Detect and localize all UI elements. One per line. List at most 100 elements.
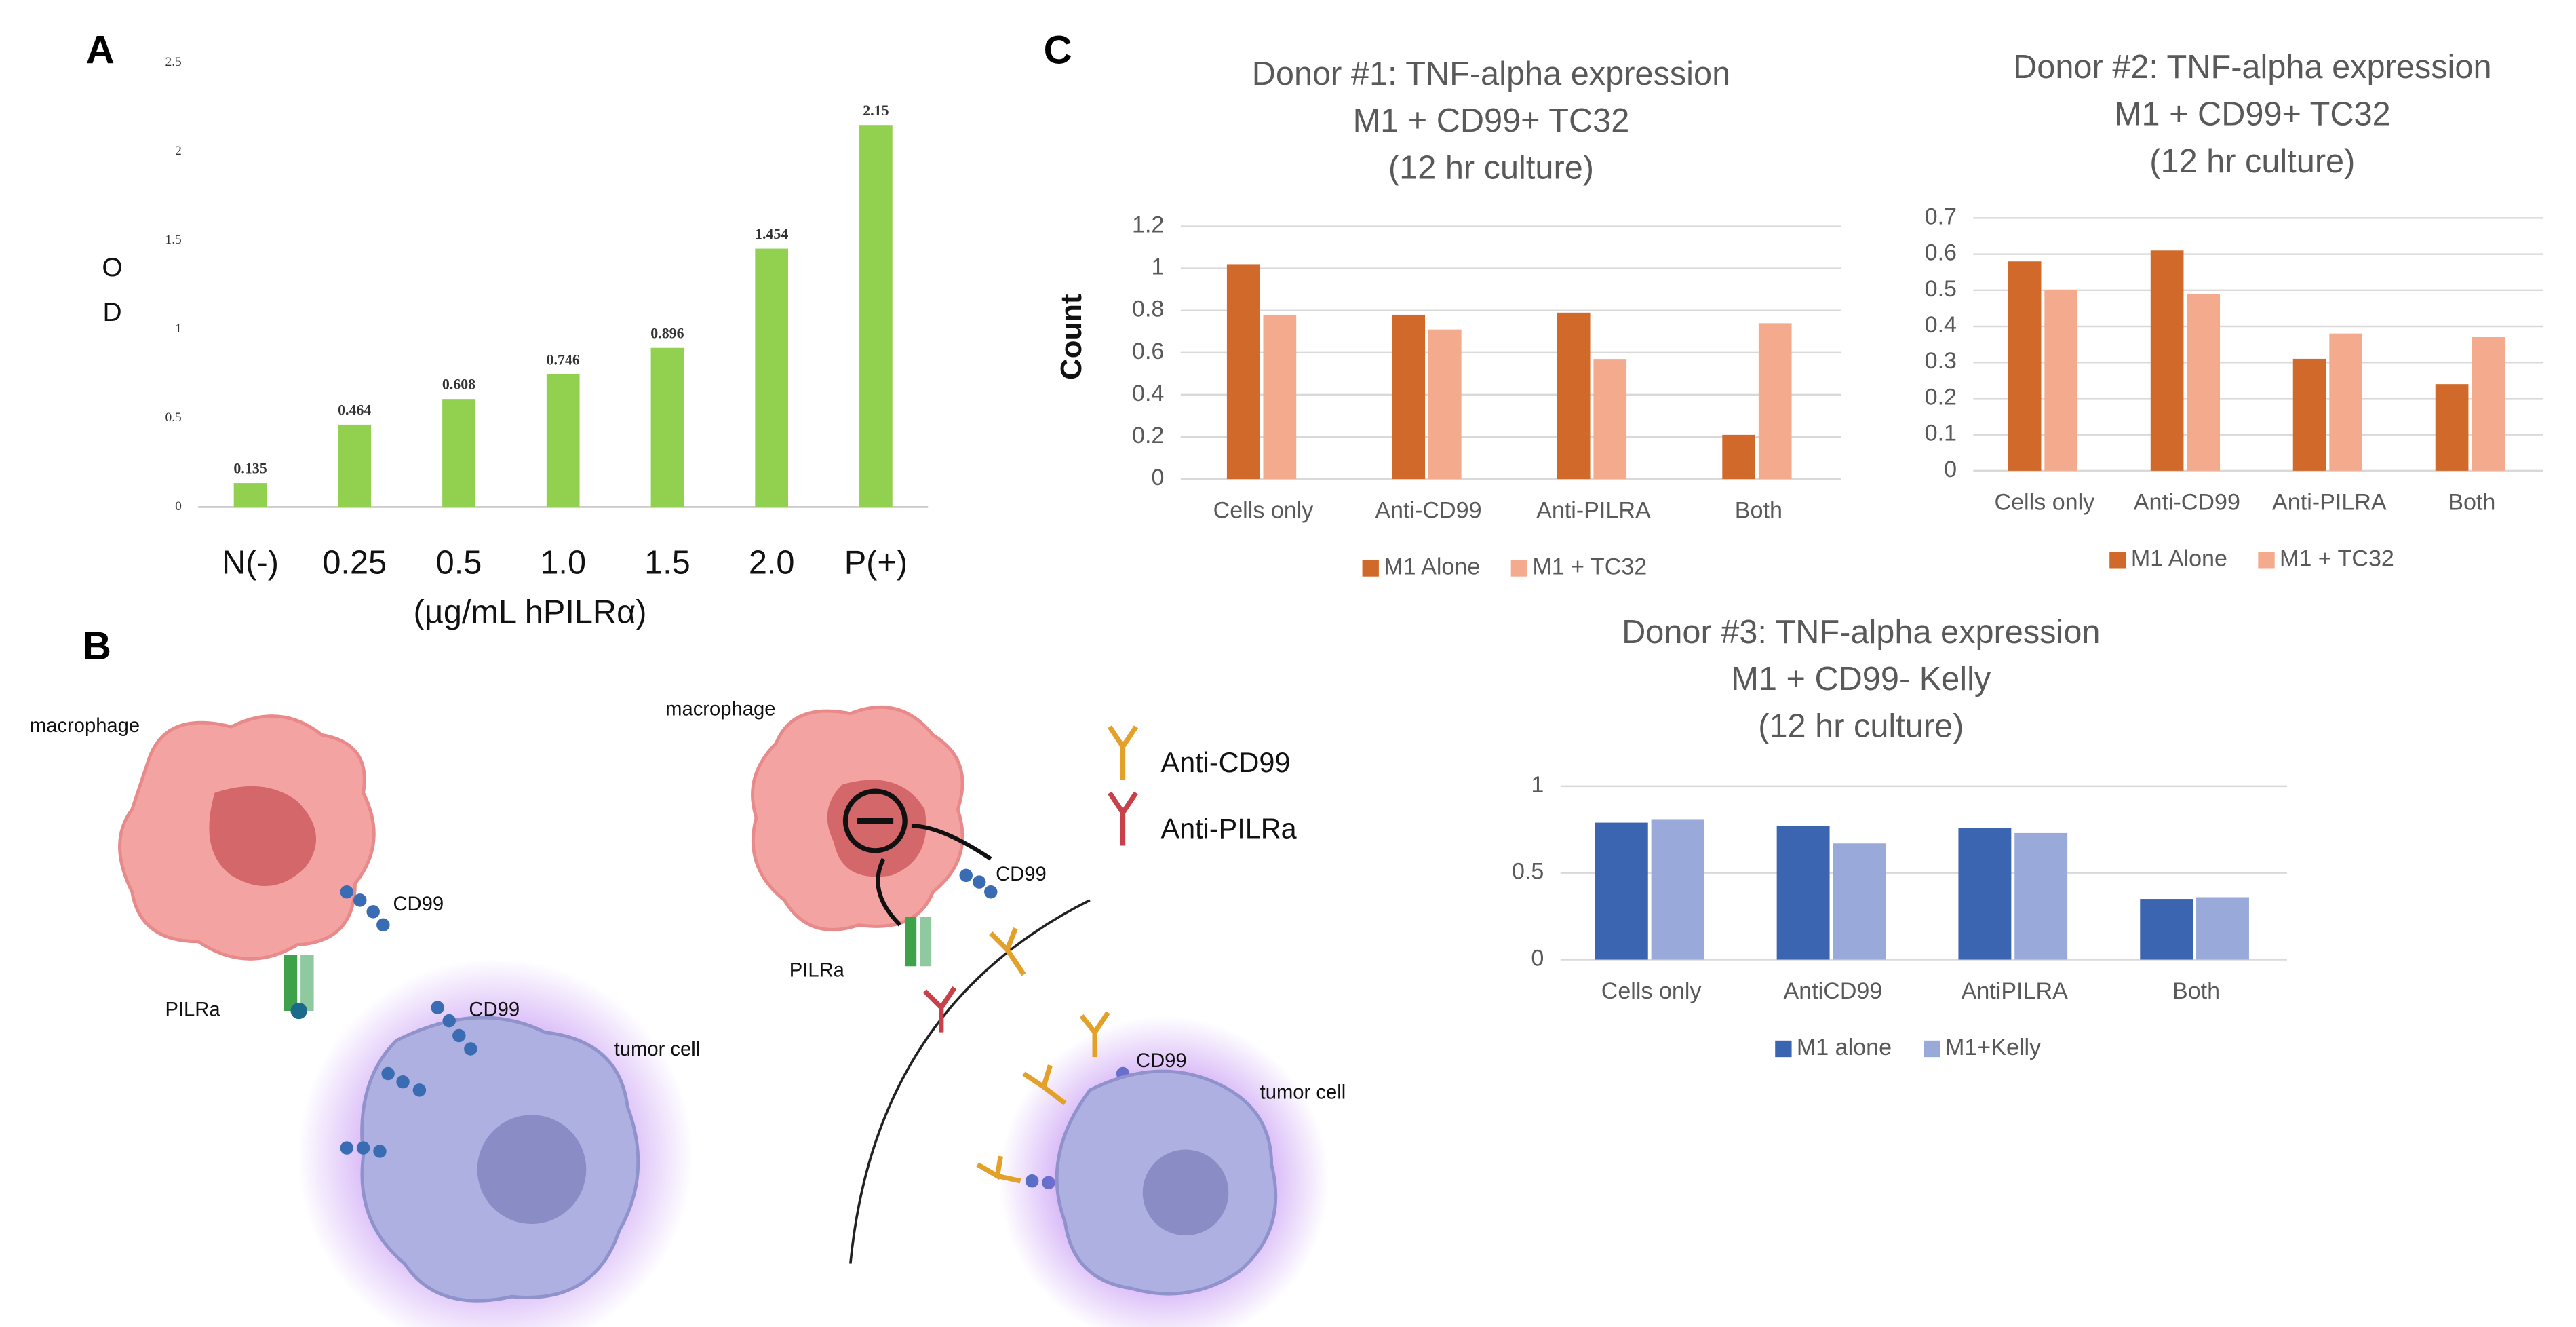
- diagram-label: CD99: [393, 893, 444, 915]
- bar: [1595, 822, 1648, 960]
- y-tick-label: 0.4: [1925, 312, 1957, 338]
- data-label: 0.608: [442, 376, 475, 393]
- x-tick-label: AntiCD99: [1783, 978, 1882, 1004]
- panel-label: A: [86, 28, 115, 72]
- diagram-label: macrophage: [665, 699, 775, 720]
- bar: [859, 125, 893, 507]
- data-label: 0.746: [547, 351, 580, 368]
- inhibition-symbol: [842, 788, 908, 853]
- chart-title: (12 hr culture): [1388, 150, 1594, 187]
- receptor: [284, 955, 298, 1011]
- diagram: macrophage CD99 PILRa CD99 tumor cell ma…: [30, 699, 1346, 1327]
- legend-label: M1 + TC32: [1532, 554, 1647, 580]
- legend-label: M1 + TC32: [2280, 545, 2394, 571]
- bar: [1593, 359, 1627, 480]
- x-tick-label: 1.0: [540, 545, 586, 581]
- diagram-label: tumor cell: [1260, 1081, 1346, 1103]
- y-tick-label: 0: [1531, 946, 1544, 972]
- bar: [1263, 314, 1297, 480]
- bar: [1833, 843, 1886, 960]
- bar: [2435, 384, 2469, 471]
- bar: [1722, 434, 1755, 480]
- y-tick-label: 2.5: [165, 55, 181, 69]
- x-tick-label: Cells only: [1601, 978, 1702, 1004]
- diagram-label: CD99: [996, 864, 1047, 885]
- y-tick-label: 0.4: [1132, 381, 1164, 406]
- data-label: 0.135: [233, 460, 267, 477]
- y-axis-label: Count: [1055, 294, 1088, 380]
- bar: [2472, 336, 2505, 471]
- x-axis-label: (µg/mL hPILRα): [414, 594, 647, 631]
- legend-swatch: [2258, 552, 2275, 569]
- divider-curve: [849, 899, 1091, 1264]
- bar: [2140, 899, 2193, 960]
- diagram-label: macrophage: [30, 715, 140, 737]
- y-tick-label: 1: [1531, 772, 1544, 798]
- bar: [1758, 323, 1792, 480]
- bar: [650, 347, 684, 507]
- panel-label: C: [1044, 28, 1072, 72]
- bar: [1651, 819, 1704, 960]
- x-tick-label: 0.5: [436, 545, 482, 581]
- signal-arrow: [876, 824, 992, 927]
- bar: [2008, 261, 2042, 471]
- data-label: 0.464: [338, 401, 371, 418]
- nucleus: [209, 786, 317, 887]
- receptor: [300, 955, 314, 1011]
- antibody-legend: Anti-CD99: [1161, 747, 1291, 778]
- bar: [1226, 264, 1260, 480]
- nucleus: [1142, 1149, 1229, 1236]
- bar: [546, 374, 580, 507]
- antibody: [922, 725, 1139, 1184]
- diagram-label: CD99: [1136, 1050, 1187, 1072]
- bar: [338, 424, 372, 507]
- bar: [1428, 329, 1462, 480]
- chart-title: M1 + CD99- Kelly: [1731, 661, 1991, 697]
- x-tick-label: Cells only: [1213, 498, 1314, 524]
- y-tick-label: 0.2: [1132, 423, 1164, 448]
- x-tick-label: 1.5: [644, 545, 690, 581]
- y-tick-label: 0.6: [1925, 240, 1957, 266]
- receptor: [290, 1002, 307, 1020]
- x-tick-label: P(+): [844, 545, 908, 581]
- data-label: 2.15: [863, 102, 889, 119]
- chart-title: M1 + CD99+ TC32: [2114, 96, 2391, 133]
- y-tick-label: 1: [1151, 254, 1164, 280]
- receptor: [340, 885, 477, 1158]
- y-tick-label: 0.8: [1132, 296, 1164, 322]
- y-tick-label: 0.5: [1512, 859, 1544, 885]
- x-tick-label: Anti-CD99: [2134, 490, 2240, 516]
- legend-label: M1 Alone: [2131, 545, 2227, 571]
- x-tick-label: Anti-PILRA: [1536, 498, 1651, 524]
- y-tick-label: 0.7: [1925, 204, 1957, 229]
- legend-swatch: [1510, 560, 1528, 577]
- receptor: [920, 917, 932, 967]
- legend-label: M1+Kelly: [1945, 1035, 2041, 1060]
- bar: [233, 483, 267, 507]
- bar: [1958, 828, 2012, 960]
- diagram-label: PILRa: [165, 999, 220, 1021]
- y-tick-label: 1.5: [165, 233, 181, 247]
- chart-title: Donor #1: TNF-alpha expression: [1252, 56, 1730, 92]
- x-tick-label: Anti-CD99: [1375, 498, 1481, 524]
- y-axis-label: D: [102, 298, 121, 327]
- bar: [2150, 250, 2184, 471]
- y-tick-label: 0.5: [1925, 276, 1957, 302]
- y-tick-label: 1: [175, 322, 182, 336]
- bar: [1776, 826, 1830, 960]
- legend-swatch: [1924, 1040, 1940, 1058]
- legend-swatch: [1775, 1040, 1792, 1058]
- y-tick-label: 0.1: [1925, 421, 1957, 446]
- y-tick-label: 0.2: [1925, 384, 1957, 410]
- legend-swatch: [2109, 552, 2126, 569]
- bar: [2044, 290, 2078, 471]
- diagram-label: CD99: [469, 999, 520, 1021]
- y-tick-label: 2: [175, 144, 182, 158]
- x-tick-label: N(-): [222, 545, 279, 581]
- legend-label: M1 alone: [1797, 1035, 1892, 1060]
- x-tick-label: AntiPILRA: [1962, 978, 2068, 1004]
- data-label: 0.896: [650, 324, 684, 341]
- y-tick-label: 0.3: [1925, 348, 1957, 374]
- y-tick-label: 1.2: [1132, 212, 1164, 238]
